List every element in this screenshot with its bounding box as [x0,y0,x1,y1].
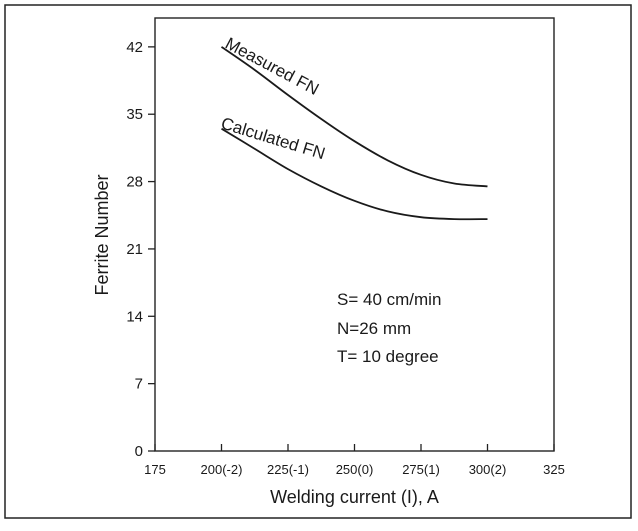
y-tick-label: 35 [126,106,143,123]
y-tick-label: 0 [135,443,143,460]
x-tick-label: 225(-1) [267,462,309,477]
x-tick-label: 200(-2) [201,462,243,477]
y-tick-label: 7 [135,376,143,393]
y-tick-label: 42 [126,39,143,56]
annotation-t: T= 10 degree [337,347,439,366]
y-tick-label: 14 [126,308,143,325]
x-tick-label: 175 [144,462,166,477]
x-axis-title: Welding current (I), A [270,487,439,507]
x-tick-label: 325 [543,462,565,477]
x-tick-label: 250(0) [336,462,374,477]
series-group [220,46,488,221]
y-tick-label: 28 [126,174,143,191]
y-axis-ticks: 0 7 14 21 28 35 42 [126,39,155,460]
series-line-calculated-fn [221,127,488,221]
x-tick-label: 300(2) [469,462,507,477]
annotation-n: N=26 mm [337,319,411,338]
x-tick-label: 275(1) [402,462,440,477]
y-axis-title: Ferrite Number [92,174,112,295]
y-tick-label: 21 [126,241,143,258]
x-axis-ticks: 175 200(-2) 225(-1) 250(0) 275(1) 300(2) 325 [144,444,565,477]
annotation-speed: S= 40 cm/min [337,290,441,309]
outer-border [4,4,632,519]
series-line-measured-fn [220,46,488,188]
